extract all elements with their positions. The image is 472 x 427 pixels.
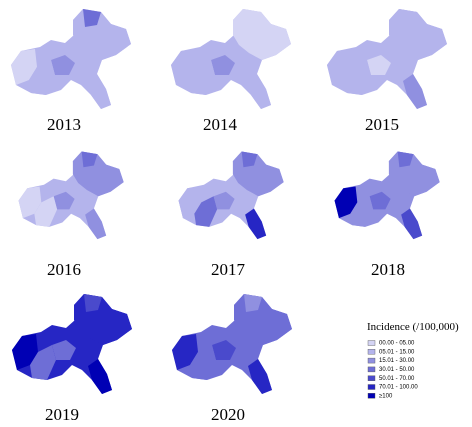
year-label: 2020	[211, 405, 245, 424]
legend-label: 05.01 - 15.00	[379, 349, 415, 355]
legend-swatch	[367, 384, 376, 390]
legend: Incidence (/100,000) 00.00 - 05.00 05.01 …	[367, 321, 459, 399]
legend-label: 00.00 - 05.00	[379, 341, 415, 347]
year-label: 2016	[47, 260, 81, 279]
year-label: 2018	[371, 260, 405, 279]
map-2015	[327, 9, 447, 109]
legend-swatch	[367, 349, 376, 355]
legend-swatch	[367, 393, 376, 399]
legend-label: 50.01 - 70.00	[379, 376, 415, 382]
map-2020	[172, 294, 292, 394]
map-2014	[171, 9, 291, 109]
legend-swatch	[367, 375, 376, 381]
map-2018	[334, 151, 440, 240]
map-2016	[18, 151, 124, 240]
year-label: 2015	[365, 115, 399, 134]
legend-label: 70.01 - 100.00	[379, 385, 418, 391]
legend-label: ≥100	[379, 393, 393, 399]
year-label: 2017	[211, 260, 246, 279]
legend-title: Incidence (/100,000)	[367, 321, 459, 333]
map-2013	[11, 9, 131, 109]
map-2019	[12, 294, 132, 394]
year-label: 2013	[47, 115, 81, 134]
legend-label: 30.01 - 50.00	[379, 367, 415, 373]
legend-swatch	[367, 357, 376, 364]
map-2017	[178, 151, 284, 240]
legend-label: 15.01 - 30.00	[379, 358, 415, 364]
year-label: 2019	[45, 405, 79, 424]
year-label: 2014	[203, 115, 238, 134]
legend-swatch	[367, 366, 376, 373]
legend-swatch	[367, 340, 376, 346]
